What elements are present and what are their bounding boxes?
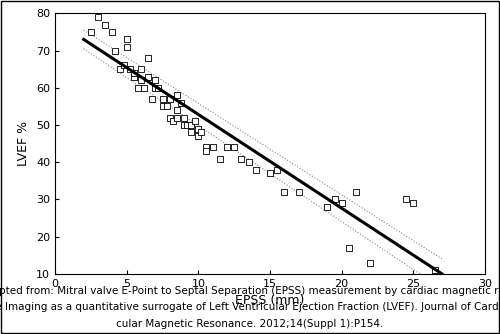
Point — [202, 148, 209, 154]
Point — [230, 145, 238, 150]
Point — [187, 122, 195, 128]
Point — [431, 268, 439, 273]
Point — [122, 37, 130, 42]
Point — [192, 119, 200, 124]
Point — [187, 130, 195, 135]
Point — [324, 204, 332, 209]
Point — [330, 197, 338, 202]
Point — [158, 96, 166, 102]
Point — [137, 78, 145, 83]
Point — [177, 100, 185, 105]
Point — [180, 122, 188, 128]
Text: Adapted from: Mitral valve E-Point to Septal Separation (EPSS) measurement by ca: Adapted from: Mitral valve E-Point to Se… — [0, 286, 500, 296]
Point — [144, 74, 152, 79]
Point — [120, 63, 128, 68]
Text: cular Magnetic Resonance. 2012;14(Suppl 1):P154.: cular Magnetic Resonance. 2012;14(Suppl … — [116, 319, 384, 329]
Point — [163, 104, 171, 109]
Point — [402, 197, 410, 202]
Point — [252, 167, 260, 172]
Point — [108, 29, 116, 35]
Point — [134, 85, 142, 91]
Point — [116, 66, 124, 72]
Point — [122, 44, 130, 49]
Point — [148, 96, 156, 102]
Point — [180, 115, 188, 120]
Point — [345, 245, 353, 250]
Point — [194, 134, 202, 139]
Point — [197, 130, 205, 135]
Point — [410, 200, 418, 206]
Point — [94, 14, 102, 20]
Point — [152, 78, 160, 83]
Point — [144, 55, 152, 61]
Point — [130, 70, 138, 75]
Point — [137, 66, 145, 72]
Point — [280, 189, 288, 195]
Point — [126, 66, 134, 72]
Point — [266, 171, 274, 176]
Point — [140, 85, 148, 91]
Point — [194, 126, 202, 131]
Point — [294, 189, 302, 195]
Point — [173, 108, 181, 113]
Point — [202, 145, 209, 150]
Point — [154, 85, 162, 91]
Point — [158, 104, 166, 109]
Point — [244, 160, 252, 165]
Text: nance Imaging as a quantitative surrogate of Left Ventricular Ejection Fraction : nance Imaging as a quantitative surrogat… — [0, 302, 500, 312]
Point — [216, 156, 224, 161]
Y-axis label: LVEF %: LVEF % — [18, 121, 30, 166]
Point — [130, 74, 138, 79]
X-axis label: EPSS (mm): EPSS (mm) — [236, 294, 304, 307]
Point — [173, 93, 181, 98]
Point — [101, 22, 109, 27]
Point — [223, 145, 231, 150]
Point — [183, 122, 191, 128]
Point — [238, 156, 246, 161]
Point — [111, 48, 119, 53]
Point — [352, 189, 360, 195]
Point — [168, 119, 176, 124]
Point — [173, 115, 181, 120]
Point — [208, 145, 216, 150]
Point — [273, 167, 281, 172]
Point — [166, 96, 173, 102]
Point — [87, 29, 95, 35]
Point — [366, 260, 374, 266]
Point — [338, 200, 345, 206]
Point — [166, 115, 173, 120]
Point — [152, 85, 160, 91]
